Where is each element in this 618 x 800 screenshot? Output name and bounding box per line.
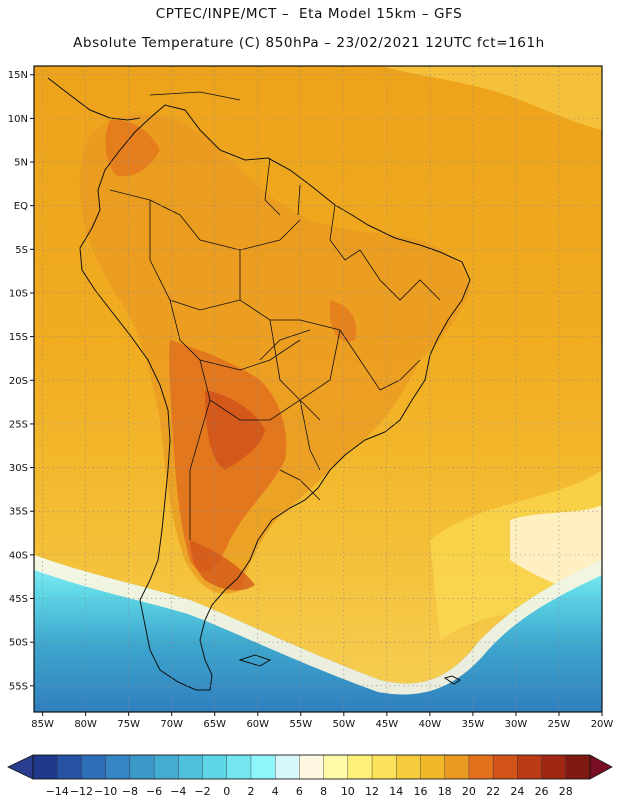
colorbar-label: 4 <box>272 785 279 798</box>
lon-label: 20W <box>591 719 614 730</box>
colorbar-swatch <box>565 754 591 780</box>
map-frame <box>33 65 603 713</box>
colorbar-swatch <box>517 754 543 780</box>
colorbar-label: 20 <box>462 785 476 798</box>
lon-label: 70W <box>160 719 183 730</box>
colorbar-swatch <box>323 754 349 780</box>
lat-label: 5S <box>15 245 28 256</box>
colorbar-label: −12 <box>70 785 93 798</box>
colorbar-swatch <box>153 754 179 780</box>
colorbar-swatch <box>81 754 107 780</box>
colorbar-swatch <box>492 754 518 780</box>
colorbar-label: 10 <box>341 785 355 798</box>
lon-label: 60W <box>246 719 269 730</box>
lon-label: 35W <box>462 719 485 730</box>
colorbar-label: −2 <box>194 785 210 798</box>
colorbar-swatch <box>202 754 228 780</box>
colorbar-label: 24 <box>510 785 524 798</box>
colorbar-label: 2 <box>247 785 254 798</box>
lat-label: 40S <box>9 550 28 561</box>
lon-label: 85W <box>31 719 54 730</box>
colorbar-label: 18 <box>438 785 452 798</box>
colorbar-swatch <box>299 754 325 780</box>
colorbar-label: −4 <box>170 785 186 798</box>
colorbar-swatch <box>178 754 204 780</box>
temperature-field <box>34 66 602 712</box>
south-america-coastline <box>79 104 471 691</box>
colorbar-label: −14 <box>46 785 69 798</box>
lat-label: 45S <box>9 594 28 605</box>
colorbar-swatch <box>468 754 494 780</box>
lon-label: 75W <box>117 719 140 730</box>
colorbar-label: 14 <box>389 785 403 798</box>
colorbar-label: 0 <box>223 785 230 798</box>
colorbar-swatch <box>57 754 82 780</box>
colorbar-label: 8 <box>320 785 327 798</box>
lat-label: 10S <box>9 288 28 299</box>
colorbar-swatch <box>129 754 155 780</box>
colorbar-swatch <box>444 754 470 780</box>
colorbar-swatch <box>105 754 131 780</box>
lon-label: 65W <box>203 719 226 730</box>
lon-label: 50W <box>333 719 356 730</box>
lat-label: 35S <box>9 507 28 518</box>
colorbar-swatch <box>371 754 397 780</box>
lon-label: 45W <box>376 719 399 730</box>
lon-label: 80W <box>74 719 97 730</box>
colorbar-swatch <box>347 754 373 780</box>
lat-label: 25S <box>9 419 28 430</box>
lat-label: EQ <box>14 201 28 212</box>
lat-label: 55S <box>9 681 28 692</box>
colorbar-swatch <box>396 754 421 780</box>
colorbar-label: 28 <box>559 785 573 798</box>
lon-label: 40W <box>419 719 442 730</box>
colorbar-label: 22 <box>486 785 500 798</box>
longitude-axis: 85W 80W 75W 70W 65W 60W 55W 50W 45W 40W 35W 30W 25W 2… <box>31 712 613 730</box>
colorbar-over-triangle <box>589 754 613 780</box>
colorbar-label: 26 <box>535 785 549 798</box>
lat-label: 50S <box>9 638 28 649</box>
colorbar-label: −8 <box>122 785 138 798</box>
latitude-axis: 15N 10N 5N EQ 5S 10S 15S 20S 25S 30S 35S 40S 45S 50S 5… <box>8 70 34 692</box>
colorbar-label: −10 <box>94 785 117 798</box>
colorbar-label: −6 <box>146 785 162 798</box>
colorbar-label: 16 <box>413 785 427 798</box>
lat-label: 15S <box>9 332 28 343</box>
country-borders <box>109 157 441 540</box>
colorbar-under-triangle <box>7 754 34 780</box>
colorbar-swatch <box>226 754 252 780</box>
colorbar-swatch <box>32 754 58 780</box>
lon-label: 25W <box>548 719 571 730</box>
colorbar-swatch <box>274 754 300 780</box>
lat-label: 30S <box>9 463 28 474</box>
colorbar: −14 −12 −10 −8 −6 −4 −2 0 2 4 6 8 10 12 14 16 18 20 22 24 26… <box>7 754 613 798</box>
colorbar-frame <box>32 754 591 780</box>
title-line-2: Absolute Temperature (C) 850hPa – 23/02/… <box>73 35 545 51</box>
title-line-1: CPTEC/INPE/MCT – Eta Model 15km – GFS <box>155 6 463 22</box>
lat-label: 20S <box>9 376 28 387</box>
lat-label: 10N <box>8 114 28 125</box>
lon-label: 55W <box>289 719 312 730</box>
lon-label: 30W <box>505 719 528 730</box>
lat-lon-grid <box>34 66 602 712</box>
colorbar-label: 12 <box>365 785 379 798</box>
colorbar-swatch <box>250 754 276 780</box>
lat-label: 15N <box>8 70 28 81</box>
colorbar-swatch <box>541 754 567 780</box>
colorbar-label: 6 <box>296 785 303 798</box>
lat-label: 5N <box>14 158 28 169</box>
colorbar-swatch <box>420 754 446 780</box>
